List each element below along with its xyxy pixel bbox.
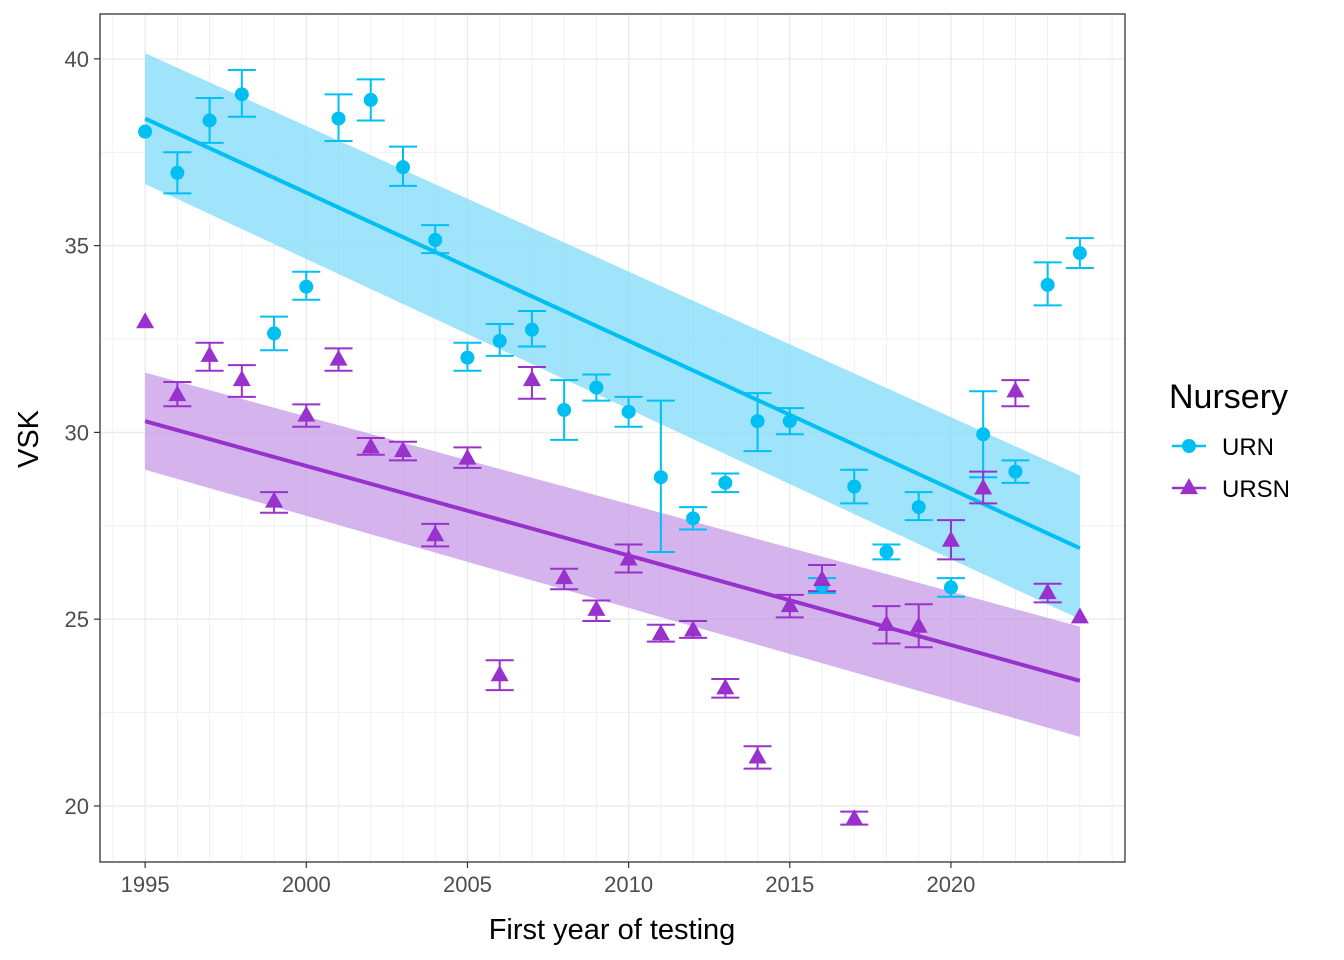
ursn-point-2019 (909, 616, 928, 633)
ursn-point-2016 (813, 570, 832, 587)
ursn-point-2024 (1070, 607, 1089, 624)
x-axis-title: First year of testing (489, 914, 736, 946)
urn-point-2000 (299, 279, 314, 294)
ursn-confidence-band (145, 372, 1080, 737)
legend-items: URN URSN (1172, 434, 1290, 503)
urn-point-2005 (460, 350, 475, 365)
ursn-point-1997 (200, 345, 219, 362)
trend-lines (144, 116, 1081, 683)
urn-trend-line (144, 116, 1081, 551)
ursn-point-2012 (684, 620, 703, 637)
y-axis-title: VSK (13, 409, 45, 468)
x-tick-label: 2000 (282, 872, 331, 897)
ursn-point-1999 (265, 491, 284, 508)
urn-point-2018 (879, 544, 894, 559)
ursn-point-2013 (716, 678, 735, 695)
urn-point-2009 (589, 380, 604, 395)
urn-point-2008 (557, 402, 572, 417)
ursn-point-2020 (941, 530, 960, 547)
x-tick-label: 2015 (765, 872, 814, 897)
ursn-point-2009 (587, 599, 606, 616)
ursn-point-1998 (232, 370, 251, 387)
y-axis-ticks: 20 25 30 35 40 (65, 47, 100, 819)
urn-point-2007 (524, 322, 539, 337)
ursn-point-2015 (780, 596, 799, 613)
ursn-point-2001 (329, 349, 348, 366)
ursn-point-2021 (974, 478, 993, 495)
legend-item-urn: URN (1172, 434, 1274, 461)
legend-key-marker-ursn (1180, 478, 1198, 495)
urn-point-2012 (686, 511, 701, 526)
urn-point-2003 (395, 160, 410, 175)
x-tick-label: 2010 (604, 872, 653, 897)
urn-confidence-band (145, 53, 1080, 620)
ursn-point-1996 (168, 385, 187, 402)
ursn-point-2002 (361, 437, 380, 454)
ursn-point-2022 (1006, 381, 1025, 398)
ursn-point-2011 (651, 624, 670, 641)
ursn-point-2018 (877, 614, 896, 631)
urn-point-2023 (1040, 277, 1055, 292)
urn-point-2019 (911, 500, 926, 515)
x-axis-ticks: 1995 2000 2005 2010 2015 2020 (121, 862, 975, 897)
y-tick-label: 40 (65, 47, 89, 72)
y-tick-label: 20 (65, 794, 89, 819)
ursn-point-2017 (845, 809, 864, 826)
y-tick-label: 25 (65, 607, 89, 632)
ursn-point-2008 (555, 568, 574, 585)
urn-point-1995 (138, 124, 153, 139)
urn-point-1998 (234, 87, 249, 102)
urn-point-2010 (621, 404, 636, 419)
urn-point-2021 (976, 427, 991, 442)
data-points (136, 87, 1089, 826)
ursn-point-2003 (393, 441, 412, 458)
legend-title: Nursery (1169, 378, 1288, 416)
legend-label-ursn: URSN (1222, 476, 1290, 503)
urn-point-2017 (847, 479, 862, 494)
legend-key-marker-urn (1182, 439, 1196, 453)
ursn-point-1995 (136, 312, 155, 329)
urn-point-2022 (1008, 464, 1023, 479)
ursn-point-2023 (1038, 583, 1057, 600)
urn-point-2020 (943, 580, 958, 595)
ursn-point-2000 (297, 405, 316, 422)
urn-point-2002 (363, 92, 378, 107)
panel-border (99, 13, 1126, 863)
ursn-point-2007 (522, 370, 541, 387)
urn-point-2024 (1072, 246, 1087, 261)
urn-point-2015 (782, 414, 797, 429)
urn-point-1999 (267, 326, 282, 341)
ursn-trend-line (144, 419, 1081, 683)
urn-point-2001 (331, 111, 346, 126)
urn-point-1997 (202, 113, 217, 128)
legend-label-urn: URN (1222, 434, 1274, 461)
x-tick-label: 2020 (926, 872, 975, 897)
ursn-point-2010 (619, 549, 638, 566)
ursn-point-2014 (748, 747, 767, 764)
confidence-bands (145, 53, 1080, 737)
x-tick-label: 2005 (443, 872, 492, 897)
urn-point-1996 (170, 165, 185, 180)
y-tick-label: 35 (65, 234, 89, 259)
urn-point-2011 (653, 470, 668, 485)
ursn-point-2004 (426, 525, 445, 542)
legend-item-ursn: URSN (1172, 476, 1290, 503)
urn-point-2013 (718, 475, 733, 490)
x-tick-label: 1995 (121, 872, 170, 897)
legend: Nursery URN URSN (1169, 378, 1290, 503)
urn-point-2004 (428, 233, 443, 248)
ursn-point-2006 (490, 665, 509, 682)
urn-point-2014 (750, 414, 765, 429)
ursn-point-2005 (458, 448, 477, 465)
y-tick-label: 30 (65, 420, 89, 445)
urn-point-2006 (492, 333, 507, 348)
